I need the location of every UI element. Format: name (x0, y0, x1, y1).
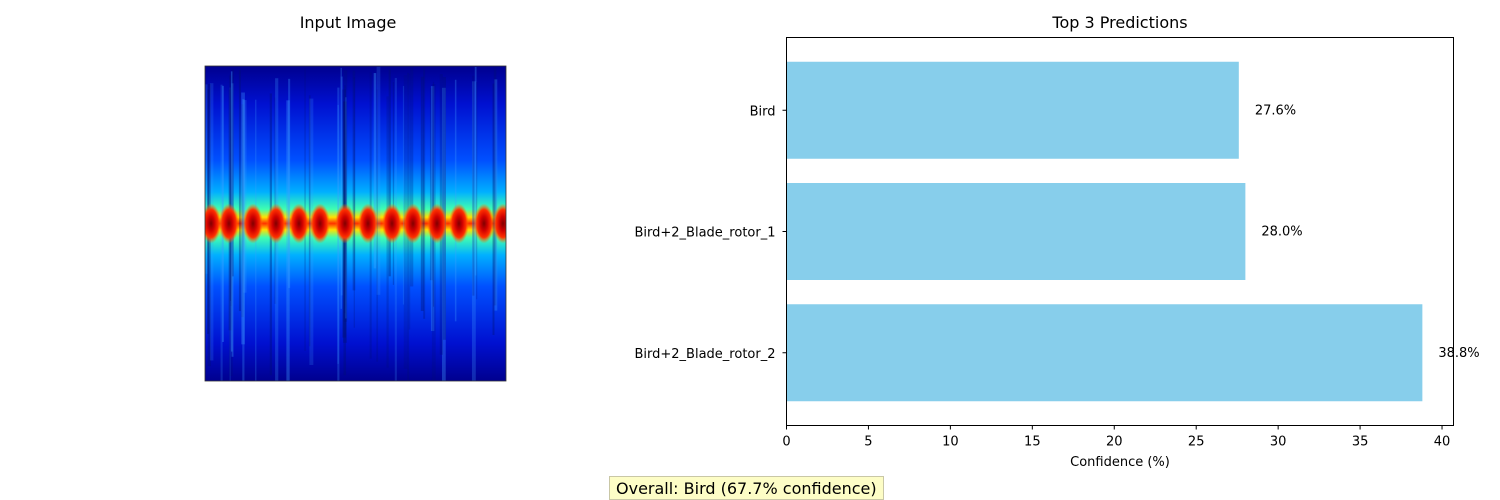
x-tick-label: 5 (864, 435, 872, 450)
chart-title: Top 3 Predictions (1051, 13, 1187, 32)
bar-1 (786, 61, 1239, 159)
bar-value-label: 27.6% (1255, 103, 1296, 118)
x-axis-label: Confidence (%) (1070, 455, 1170, 470)
input-image-title: Input Image (300, 13, 397, 32)
x-tick-label: 25 (1188, 435, 1205, 450)
x-tick-label: 0 (782, 435, 790, 450)
y-tick-label: Bird+2_Blade_rotor_1 (635, 226, 776, 241)
bar-3 (786, 304, 1423, 402)
plot-frame (786, 37, 1454, 426)
x-tick-label: 40 (1434, 435, 1451, 450)
spectrogram-border (204, 65, 507, 382)
bar-value-label: 28.0% (1261, 225, 1302, 240)
spectrogram-image (205, 66, 506, 381)
x-tick-label: 35 (1352, 435, 1369, 450)
x-tick-label: 15 (1024, 435, 1041, 450)
y-tick-label: Bird (750, 104, 776, 119)
x-tick-label: 30 (1270, 435, 1287, 450)
bar-2 (786, 183, 1246, 280)
x-tick-label: 10 (942, 435, 959, 450)
bar-value-label: 38.8% (1438, 346, 1479, 361)
x-tick-label: 20 (1106, 435, 1123, 450)
y-tick-label: Bird+2_Blade_rotor_2 (635, 347, 776, 362)
overall-prediction: Overall: Bird (67.7% confidence) (609, 476, 884, 500)
